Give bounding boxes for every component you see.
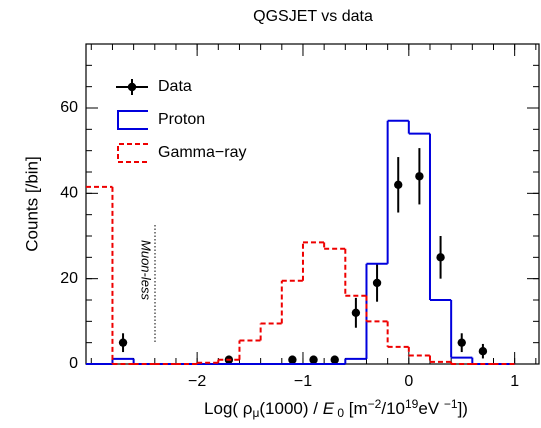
plot-frame <box>85 43 540 365</box>
x-tick-label: −1 <box>294 373 312 390</box>
data-point <box>457 338 466 347</box>
x-axis-label-part: ]) <box>458 399 468 418</box>
x-axis-label-part: eV <box>418 399 444 418</box>
y-tick-label: 40 <box>60 185 78 202</box>
x-axis-label-part: 19 <box>405 397 419 411</box>
data-point <box>288 355 297 364</box>
x-axis-label-part: μ <box>252 406 259 420</box>
chart-title: QGSJET vs data <box>253 8 373 25</box>
x-tick-label: 1 <box>510 373 519 390</box>
x-axis-label-part: 0 <box>334 406 344 420</box>
x-axis-label-part: E <box>323 399 335 418</box>
legend-label: Gamma−ray <box>158 144 246 161</box>
y-tick-label: 60 <box>60 99 78 116</box>
y-tick-label: 20 <box>60 270 78 287</box>
data-point <box>372 278 382 288</box>
x-axis-label: Log( ρμ(1000) / E 0 [m−2/1019eV −1]) <box>204 397 468 420</box>
annotation: Muon-less <box>139 240 154 300</box>
data-point <box>118 338 128 347</box>
data-point <box>415 172 424 181</box>
y-axis-label: Counts [/bin] <box>22 156 41 251</box>
x-axis-label-part: Log( ρ <box>204 399 252 418</box>
x-axis-label-part: /10 <box>381 399 405 418</box>
data-point <box>394 180 403 189</box>
data-point <box>436 253 445 262</box>
x-axis-label-part: [m <box>344 399 368 418</box>
legend-label: Data <box>158 78 192 95</box>
legend-swatch <box>127 82 137 92</box>
y-tick-label: 0 <box>69 355 78 372</box>
legend-swatch <box>117 143 148 163</box>
x-tick-label: −2 <box>188 373 206 390</box>
legend-label: Proton <box>158 111 205 128</box>
x-tick-label: 0 <box>404 373 413 390</box>
x-axis-label-part: −1 <box>444 397 458 411</box>
data-point <box>478 347 488 356</box>
data-point <box>330 355 339 364</box>
data-point <box>351 308 361 317</box>
data-point <box>309 355 318 364</box>
x-axis-label-part: −2 <box>368 397 382 411</box>
legend-swatch <box>117 110 148 130</box>
x-axis-label-part: (1000) / <box>259 399 322 418</box>
